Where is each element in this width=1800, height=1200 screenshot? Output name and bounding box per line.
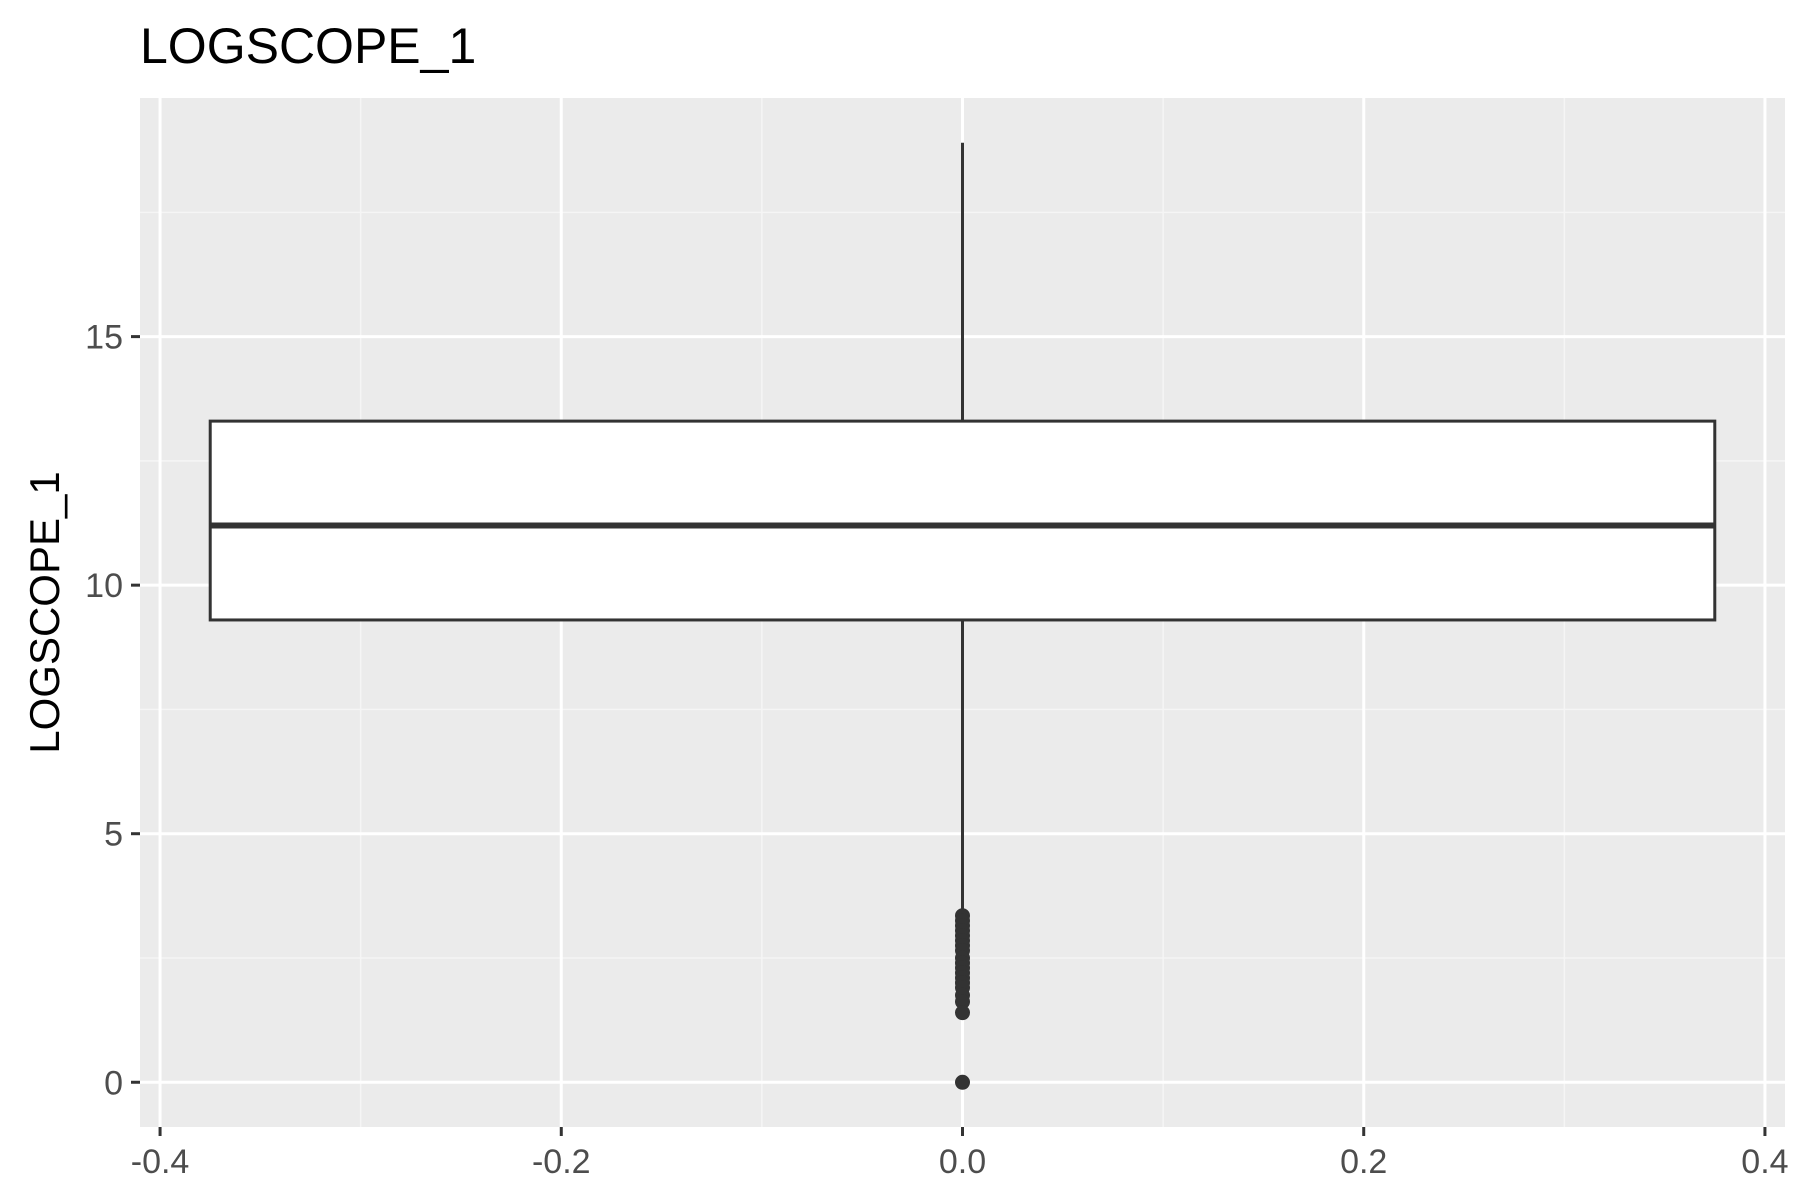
y-tick-label: 10	[85, 567, 123, 605]
x-tick-label: 0.2	[1340, 1143, 1387, 1181]
outlier-point	[955, 994, 970, 1010]
y-tick-label: 0	[104, 1064, 123, 1102]
outlier-point	[955, 1005, 970, 1021]
x-tick-label: 0.4	[1741, 1143, 1788, 1181]
y-tick-label: 15	[85, 319, 123, 357]
x-tick-label: 0.0	[939, 1143, 986, 1181]
box-iqr	[208, 419, 1717, 622]
boxplot-marks	[208, 142, 1717, 1090]
axes: -0.4 -0.2 0.0 0.2 0.4 0 5 10 15	[85, 319, 1788, 1181]
x-tick-label: -0.4	[131, 1143, 190, 1181]
y-axis-title: LOGSCOPE_1	[21, 471, 68, 753]
chart-title: LOGSCOPE_1	[140, 18, 476, 74]
outlier-point	[955, 1074, 970, 1090]
y-tick-label: 5	[104, 816, 123, 854]
x-tick-label: -0.2	[532, 1143, 591, 1181]
